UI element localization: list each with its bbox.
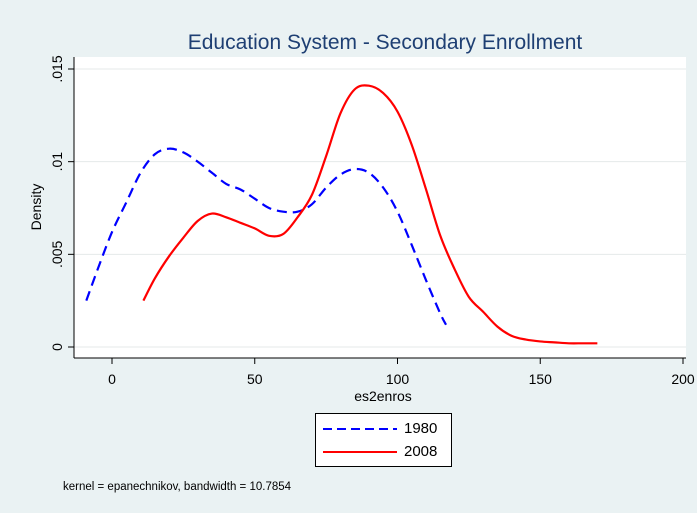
y-axis-label: Density	[28, 184, 44, 231]
series-line-1980	[85, 147, 448, 326]
x-tick-label: 100	[386, 371, 410, 387]
x-tick-label: 0	[108, 371, 116, 387]
chart-title: Education System - Secondary Enrollment	[188, 31, 583, 54]
x-tick-label: 50	[247, 371, 263, 387]
grid-lines	[74, 68, 686, 348]
legend-swatch-1980	[323, 428, 397, 430]
y-tick-label: .015	[49, 55, 65, 82]
legend-label-1980: 1980	[404, 420, 438, 437]
y-tick-label: .01	[49, 152, 65, 172]
series-lines	[85, 84, 598, 345]
axis-ticks: 0 .005 .01 .015 0 50 100 150 200	[49, 55, 695, 387]
plot-area	[74, 57, 686, 358]
series-line-2008	[142, 84, 598, 345]
legend-item-1980: 1980	[316, 418, 451, 440]
x-axis-label: es2enros	[354, 388, 412, 404]
legend: 1980 2008	[315, 413, 452, 467]
y-tick-label: .005	[49, 240, 65, 267]
kernel-note: kernel = epanechnikov, bandwidth = 10.78…	[63, 481, 292, 493]
legend-item-2008: 2008	[316, 441, 451, 463]
legend-label-2008: 2008	[404, 443, 438, 460]
x-tick-label: 150	[529, 371, 553, 387]
legend-swatch-2008	[323, 451, 397, 453]
y-tick-label: 0	[49, 343, 65, 351]
x-tick-label: 200	[671, 371, 695, 387]
